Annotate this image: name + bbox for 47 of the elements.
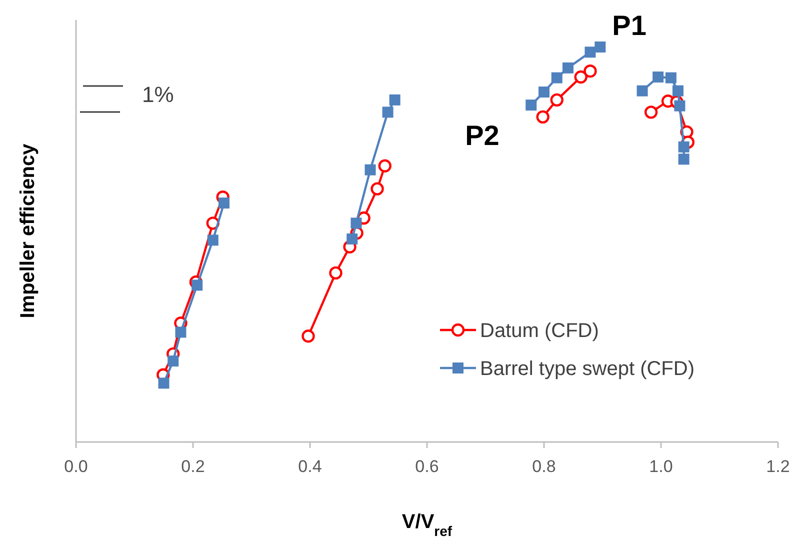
x-tick-label: 0.8 xyxy=(532,457,556,476)
x-tick-label: 0.4 xyxy=(298,457,322,476)
point xyxy=(562,62,574,74)
y-axis-title: Impeller efficiency xyxy=(17,142,39,318)
point xyxy=(538,86,550,98)
point xyxy=(526,100,537,111)
point xyxy=(158,378,170,389)
point xyxy=(636,85,648,96)
point xyxy=(389,94,400,106)
point xyxy=(382,106,394,118)
point xyxy=(678,141,690,152)
point xyxy=(584,64,597,78)
point xyxy=(350,218,362,229)
x-tick-label: 1.0 xyxy=(649,457,673,476)
annotation: P2 xyxy=(465,120,500,152)
point xyxy=(370,182,384,196)
point xyxy=(652,72,664,83)
x-axis-title: V/V$_{ref}$ xyxy=(402,511,452,539)
point xyxy=(536,110,550,124)
annotation: P1 xyxy=(612,10,646,41)
point xyxy=(550,93,564,107)
point xyxy=(665,72,676,84)
point xyxy=(574,70,588,84)
point xyxy=(672,85,684,96)
point xyxy=(594,42,606,52)
point xyxy=(302,330,315,343)
x-tick-label: 0.2 xyxy=(181,457,205,476)
point xyxy=(584,46,596,58)
point xyxy=(364,164,376,176)
x-tick-label: 0.6 xyxy=(415,457,439,476)
point xyxy=(378,159,392,172)
x-tick-label: 0.0 xyxy=(64,457,88,476)
point xyxy=(346,233,358,244)
point xyxy=(644,106,658,119)
point xyxy=(551,72,562,84)
point xyxy=(168,356,179,367)
point xyxy=(678,154,690,165)
legend-label: Datum (CFD) xyxy=(480,320,599,342)
point xyxy=(207,234,218,246)
annotation: 1% xyxy=(142,82,174,107)
legend-label: Barrel type swept (CFD) xyxy=(480,358,694,380)
point xyxy=(674,100,686,112)
point xyxy=(218,198,230,209)
point xyxy=(329,266,342,280)
point xyxy=(175,326,186,338)
point xyxy=(192,280,203,291)
x-tick-label: 1.2 xyxy=(766,457,790,476)
